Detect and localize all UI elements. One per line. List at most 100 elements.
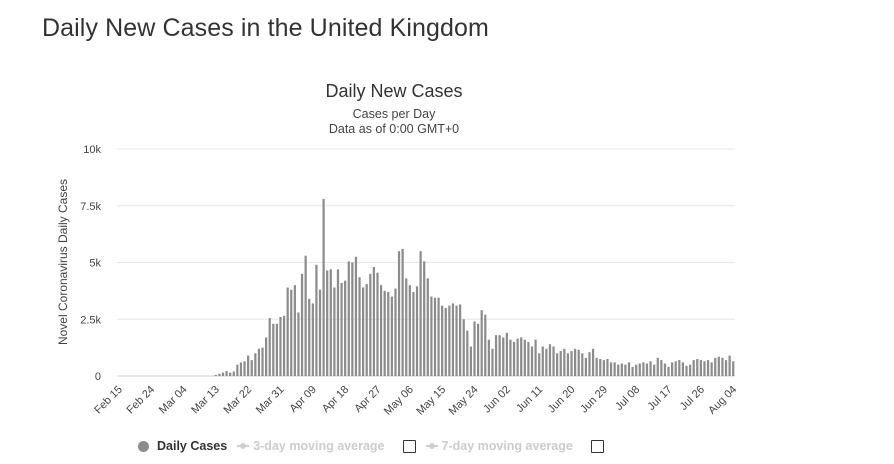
bar[interactable] — [609, 362, 613, 376]
bar[interactable] — [494, 335, 498, 376]
bar[interactable] — [397, 251, 401, 376]
bar[interactable] — [459, 304, 462, 377]
bar[interactable] — [721, 357, 724, 376]
bar[interactable] — [588, 352, 591, 376]
bar[interactable] — [282, 315, 286, 376]
bar[interactable] — [376, 272, 379, 376]
bar[interactable] — [232, 371, 235, 376]
bar[interactable] — [455, 305, 458, 376]
bar[interactable] — [261, 347, 264, 377]
bar[interactable] — [243, 361, 246, 376]
bar[interactable] — [681, 362, 685, 376]
bar[interactable] — [714, 357, 717, 376]
bar[interactable] — [645, 363, 649, 376]
bar[interactable] — [473, 321, 476, 376]
bar[interactable] — [538, 353, 541, 376]
bar[interactable] — [451, 303, 455, 376]
bar[interactable] — [383, 290, 386, 377]
bar[interactable] — [627, 362, 631, 376]
bar[interactable] — [656, 357, 659, 376]
bar[interactable] — [308, 298, 311, 376]
bar[interactable] — [401, 248, 404, 376]
bar[interactable] — [527, 341, 530, 376]
bar[interactable] — [685, 365, 688, 376]
bar[interactable] — [448, 305, 451, 376]
bar[interactable] — [653, 364, 656, 376]
bar[interactable] — [379, 285, 383, 376]
bar[interactable] — [340, 282, 343, 376]
bar[interactable] — [635, 364, 638, 376]
bar[interactable] — [430, 296, 433, 376]
bar[interactable] — [476, 323, 480, 376]
bar[interactable] — [663, 363, 667, 376]
bar[interactable] — [692, 360, 695, 376]
bar[interactable] — [617, 364, 620, 376]
bar[interactable] — [667, 366, 670, 376]
bar[interactable] — [444, 307, 447, 376]
bar[interactable] — [599, 358, 602, 376]
bar[interactable] — [566, 353, 570, 376]
bar[interactable] — [649, 361, 652, 376]
bar[interactable] — [717, 356, 720, 376]
bar[interactable] — [509, 339, 512, 376]
bar[interactable] — [358, 277, 361, 376]
bar[interactable] — [595, 357, 598, 376]
bar[interactable] — [584, 357, 588, 376]
bar[interactable] — [225, 371, 228, 376]
bar[interactable] — [710, 362, 713, 376]
bar[interactable] — [265, 337, 268, 376]
bar[interactable] — [624, 364, 627, 376]
bar[interactable] — [706, 360, 710, 376]
bar[interactable] — [344, 280, 347, 376]
bar[interactable] — [674, 361, 677, 376]
bar[interactable] — [563, 348, 566, 376]
bar[interactable] — [541, 346, 544, 376]
bar[interactable] — [534, 339, 537, 376]
bar[interactable] — [214, 374, 217, 376]
bar[interactable] — [433, 297, 437, 376]
legend-item-daily-cases[interactable]: Daily Cases — [138, 439, 227, 453]
bar[interactable] — [484, 314, 487, 376]
bar[interactable] — [239, 362, 243, 376]
bar[interactable] — [462, 319, 465, 376]
bar[interactable] — [387, 292, 390, 376]
bar[interactable] — [390, 296, 393, 376]
bar[interactable] — [581, 353, 584, 376]
bar[interactable] — [275, 323, 279, 376]
bar[interactable] — [362, 287, 365, 376]
bar[interactable] — [678, 360, 681, 376]
bar[interactable] — [606, 358, 609, 376]
bar[interactable] — [556, 353, 559, 376]
bar[interactable] — [218, 373, 221, 376]
bar[interactable] — [336, 269, 340, 376]
toggle-3-day-average-checkbox[interactable] — [402, 439, 416, 453]
bar[interactable] — [620, 363, 623, 376]
bar[interactable] — [247, 355, 250, 376]
bar[interactable] — [732, 361, 735, 376]
bar[interactable] — [437, 297, 440, 376]
bar[interactable] — [570, 351, 573, 376]
bar[interactable] — [351, 262, 354, 377]
bar[interactable] — [326, 270, 329, 376]
bar[interactable] — [724, 360, 728, 376]
bar[interactable] — [559, 351, 562, 376]
bar[interactable] — [699, 360, 702, 376]
bar[interactable] — [372, 267, 376, 376]
bar[interactable] — [268, 318, 271, 376]
bar[interactable] — [512, 341, 516, 376]
bar[interactable] — [311, 303, 314, 376]
bar[interactable] — [487, 339, 490, 376]
bar[interactable] — [300, 273, 304, 376]
bar[interactable] — [671, 362, 674, 376]
bar[interactable] — [480, 310, 483, 376]
legend-item-3-day-average[interactable]: 3-day moving average — [237, 439, 385, 453]
bar[interactable] — [229, 372, 232, 376]
bar[interactable] — [574, 348, 577, 376]
bar[interactable] — [333, 287, 336, 376]
bar[interactable] — [279, 316, 282, 376]
bar[interactable] — [318, 289, 322, 376]
bar[interactable] — [412, 292, 415, 376]
bar[interactable] — [257, 348, 261, 376]
bar[interactable] — [441, 305, 444, 376]
bar[interactable] — [591, 348, 595, 376]
